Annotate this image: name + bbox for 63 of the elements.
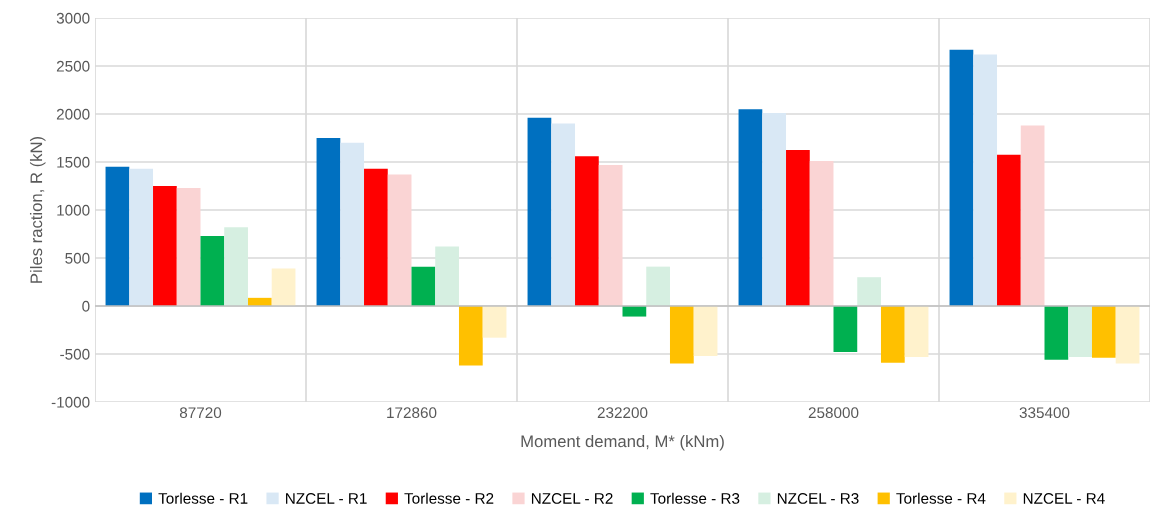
y-tick-label: -1000 — [51, 396, 90, 408]
bar — [622, 306, 647, 317]
bar — [1115, 306, 1140, 364]
bar — [1091, 306, 1116, 358]
y-axis-title: Piles raction, R (kN) — [29, 136, 46, 283]
legend-label: Torlesse - R4 — [896, 492, 986, 504]
y-tick-label: 2000 — [56, 108, 90, 120]
bar — [271, 268, 296, 306]
legend-label: Torlesse - R3 — [650, 492, 740, 504]
bar — [200, 235, 225, 306]
bar — [973, 54, 998, 306]
bar — [105, 166, 130, 306]
bar — [598, 164, 623, 306]
bar — [1020, 125, 1045, 306]
legend-label: Torlesse - R2 — [404, 492, 494, 504]
y-tick-label: -500 — [60, 348, 90, 360]
bar — [786, 150, 810, 306]
bar — [693, 306, 718, 356]
bar — [129, 168, 154, 306]
legend-label: NZCEL - R4 — [1023, 493, 1105, 504]
bar — [857, 277, 881, 306]
bar — [411, 266, 436, 306]
y-tick-label: 0 — [82, 300, 90, 312]
y-tick-label: 1000 — [57, 204, 90, 216]
bar — [364, 168, 388, 306]
bar — [904, 306, 929, 357]
x-tick-label: 335400 — [1019, 407, 1070, 419]
bar — [224, 227, 248, 306]
bar — [809, 161, 834, 306]
bar — [1044, 306, 1069, 360]
bar — [575, 156, 599, 306]
bar — [551, 123, 576, 306]
bar — [482, 306, 507, 338]
bar — [316, 138, 341, 306]
legend-label: NZCEL - R2 — [531, 493, 613, 504]
legend-label: NZCEL - R1 — [286, 493, 367, 504]
bar — [176, 187, 201, 306]
x-tick-label: 87720 — [179, 407, 222, 419]
bar — [435, 246, 459, 306]
bar — [997, 154, 1021, 306]
bar — [949, 49, 974, 306]
bar — [527, 117, 552, 306]
bar — [880, 306, 905, 363]
y-tick-label: 2500 — [56, 60, 90, 72]
bar — [1068, 306, 1092, 357]
legend-label: Torlesse - R1 — [158, 492, 248, 504]
bar — [762, 113, 787, 306]
bar — [340, 142, 365, 306]
x-axis-title: Moment demand, M* (kNm) — [521, 434, 724, 451]
x-tick-label: 172860 — [387, 407, 437, 419]
bar — [738, 109, 763, 306]
bar — [458, 306, 483, 366]
bar — [646, 266, 670, 306]
x-tick-label: 258000 — [808, 407, 859, 419]
x-tick-label: 232200 — [597, 407, 648, 419]
bar — [669, 306, 694, 364]
y-tick-label: 500 — [65, 252, 90, 264]
y-tick-label: 1500 — [57, 156, 90, 168]
legend-label: NZCEL - R3 — [777, 493, 859, 504]
bar — [387, 174, 412, 306]
bar — [153, 186, 177, 306]
bar — [833, 306, 858, 353]
y-tick-label: 3000 — [56, 12, 90, 24]
